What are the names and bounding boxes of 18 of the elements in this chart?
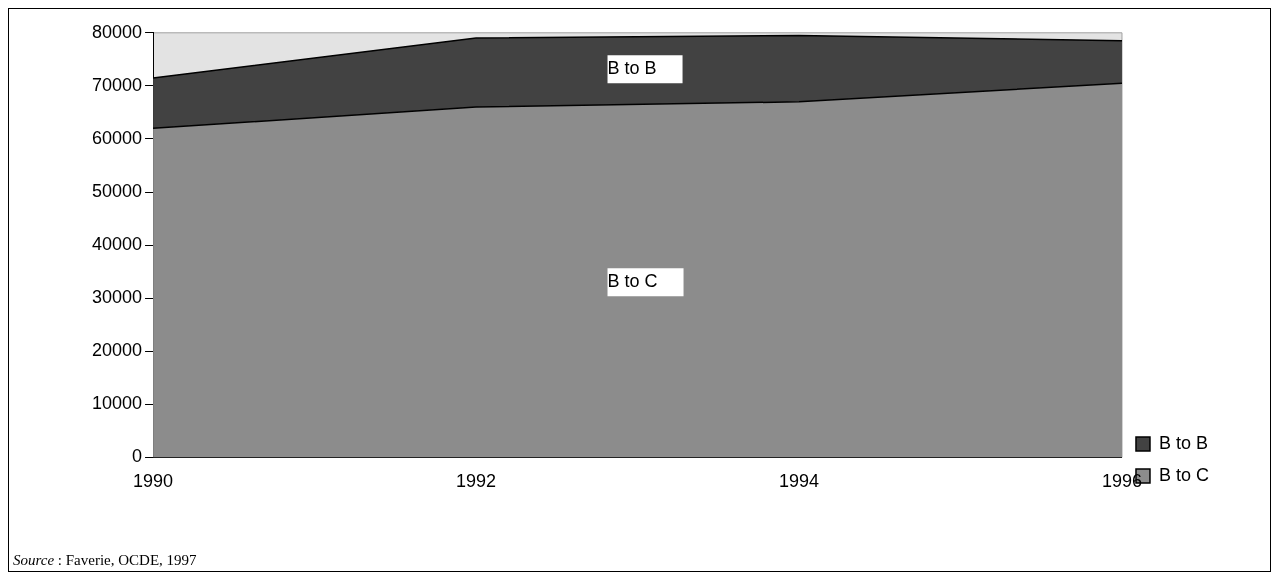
y-tick-label: 20000 (91, 340, 143, 361)
legend-label: B to C (1158, 464, 1210, 485)
x-tick-label: 1992 (456, 471, 497, 492)
legend-label: B to B (1158, 432, 1209, 453)
y-tick-label: 70000 (91, 74, 143, 95)
x-tick-label: 1994 (778, 471, 820, 492)
text: B to B (607, 58, 657, 79)
y-tick-label: 0 (132, 446, 143, 467)
y-tick-label: 10000 (91, 393, 143, 414)
y-tick-label: 50000 (91, 180, 143, 201)
source-note: Source : Faverie, OCDE, 1997 (13, 552, 197, 569)
y-tick-label: 30000 (91, 287, 143, 308)
y-tick-label: 80000 (91, 21, 143, 42)
x-tick-label: 1996 (1101, 471, 1142, 492)
y-tick-label: 60000 (91, 127, 143, 148)
text: B to C (607, 271, 658, 292)
y-tick-label: 40000 (91, 234, 143, 255)
x-tick-label: 1990 (133, 471, 174, 492)
